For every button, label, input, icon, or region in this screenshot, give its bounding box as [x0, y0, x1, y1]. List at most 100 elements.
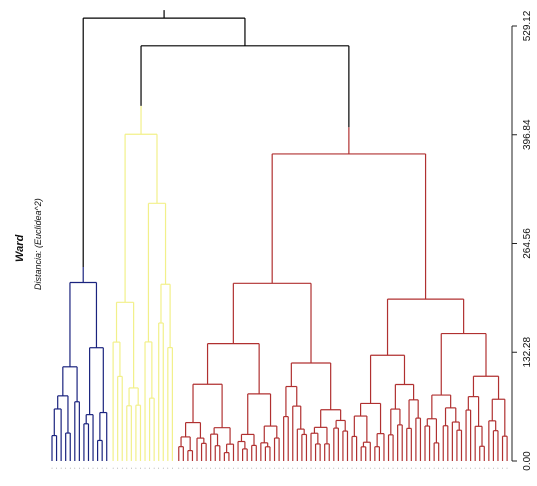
- leaf-label: •: [479, 466, 480, 470]
- leaf-label: •: [411, 466, 412, 470]
- leaf-label: •: [406, 466, 407, 470]
- leaf-label: •: [301, 466, 302, 470]
- leaf-label: •: [283, 466, 284, 470]
- leaf-label: •: [215, 466, 216, 470]
- leaf-label: •: [306, 466, 307, 470]
- leaf-label: •: [397, 466, 398, 470]
- leaf-label: •: [484, 466, 485, 470]
- leaf-label: •: [370, 466, 371, 470]
- leaf-label: •: [79, 466, 80, 470]
- leaf-label: •: [356, 466, 357, 470]
- leaf-label: •: [106, 466, 107, 470]
- leaf-label: •: [365, 466, 366, 470]
- leaf-label: •: [233, 466, 234, 470]
- leaf-label: •: [88, 466, 89, 470]
- y-tick-label: 132.28: [522, 337, 533, 368]
- leaf-label: •: [415, 466, 416, 470]
- leaf-label: •: [347, 466, 348, 470]
- leaf-label: •: [251, 466, 252, 470]
- leaf-label: •: [374, 466, 375, 470]
- leaf-label: •: [274, 466, 275, 470]
- leaf-label: •: [297, 466, 298, 470]
- leaf-label: •: [201, 466, 202, 470]
- leaf-label: •: [242, 466, 243, 470]
- leaf-label: •: [83, 466, 84, 470]
- leaf-label: •: [507, 466, 508, 470]
- y-tick-label: 529.12: [522, 10, 533, 41]
- leaf-label: •: [447, 466, 448, 470]
- leaf-label: •: [383, 466, 384, 470]
- leaf-label: •: [320, 466, 321, 470]
- y-tick-label: 0.00: [522, 451, 533, 471]
- leaf-label: •: [163, 466, 164, 470]
- leaf-label: •: [333, 466, 334, 470]
- leaf-label: •: [172, 466, 173, 470]
- leaf-label: •: [154, 466, 155, 470]
- leaf-label: •: [144, 466, 145, 470]
- leaf-label: •: [97, 466, 98, 470]
- leaf-label: •: [420, 466, 421, 470]
- leaf-label: •: [265, 466, 266, 470]
- leaf-label: •: [493, 466, 494, 470]
- leaf-label: •: [113, 466, 114, 470]
- leaf-label: •: [224, 466, 225, 470]
- leaf-label: •: [438, 466, 439, 470]
- leaf-label: •: [117, 466, 118, 470]
- leaf-label: •: [329, 466, 330, 470]
- leaf-label: •: [238, 466, 239, 470]
- leaf-label: •: [126, 466, 127, 470]
- leaf-label: •: [379, 466, 380, 470]
- leaf-label: •: [429, 466, 430, 470]
- leaf-label: •: [65, 466, 66, 470]
- leaf-labels: • • • • • • • • • • • • • • • • • • • • • • • • • • • • • • • • • • • • • • • •…: [51, 466, 507, 470]
- leaf-label: •: [260, 466, 261, 470]
- leaf-label: •: [178, 466, 179, 470]
- leaf-label: •: [131, 466, 132, 470]
- leaf-label: •: [352, 466, 353, 470]
- leaf-label: •: [256, 466, 257, 470]
- leaf-label: •: [158, 466, 159, 470]
- leaf-label: •: [70, 466, 71, 470]
- leaf-label: •: [452, 466, 453, 470]
- leaf-label: •: [279, 466, 280, 470]
- leaf-label: •: [288, 466, 289, 470]
- leaf-label: •: [56, 466, 57, 470]
- leaf-label: •: [122, 466, 123, 470]
- leaf-label: •: [187, 466, 188, 470]
- leaf-label: •: [196, 466, 197, 470]
- leaf-label: •: [183, 466, 184, 470]
- leaf-label: •: [361, 466, 362, 470]
- leaf-label: •: [502, 466, 503, 470]
- leaf-label: •: [102, 466, 103, 470]
- leaf-label: •: [488, 466, 489, 470]
- leaf-label: •: [219, 466, 220, 470]
- leaf-label: •: [93, 466, 94, 470]
- y-axis: 0.00 132.28 264.56 396.84 529.12: [511, 10, 533, 471]
- leaf-label: •: [310, 466, 311, 470]
- leaf-label: •: [388, 466, 389, 470]
- leaf-label: •: [292, 466, 293, 470]
- y-tick-label: 264.56: [522, 228, 533, 259]
- leaf-label: •: [497, 466, 498, 470]
- leaf-label: •: [210, 466, 211, 470]
- leaf-label: •: [424, 466, 425, 470]
- leaf-label: •: [402, 466, 403, 470]
- leaf-label: •: [140, 466, 141, 470]
- leaf-label: •: [247, 466, 248, 470]
- leaf-label: •: [470, 466, 471, 470]
- leaf-label: •: [475, 466, 476, 470]
- leaf-label: •: [135, 466, 136, 470]
- leaf-label: •: [342, 466, 343, 470]
- leaf-label: •: [228, 466, 229, 470]
- leaf-label: •: [206, 466, 207, 470]
- leaf-label: •: [315, 466, 316, 470]
- y-tick-label: 396.84: [522, 119, 533, 150]
- dendrogram-lines: [51, 10, 508, 461]
- leaf-label: •: [51, 466, 52, 470]
- leaf-label: •: [149, 466, 150, 470]
- leaf-label: •: [456, 466, 457, 470]
- leaf-label: •: [61, 466, 62, 470]
- leaf-label: •: [324, 466, 325, 470]
- leaf-label: •: [338, 466, 339, 470]
- leaf-label: •: [167, 466, 168, 470]
